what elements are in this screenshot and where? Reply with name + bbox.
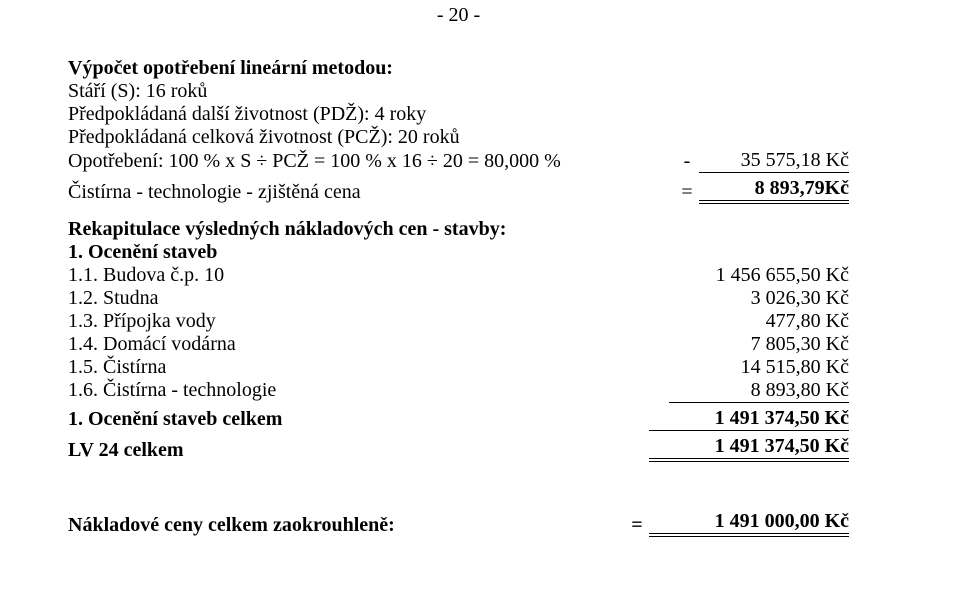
- cistirna-tech-line: Čistírna - technologie - zjištěná cena =…: [68, 177, 849, 204]
- wear-value: 35 575,18 Kč: [699, 149, 849, 173]
- cistirna-tech-value: 8 893,79Kč: [699, 177, 849, 204]
- item-label: 1.2. Studna: [68, 287, 669, 310]
- page-number: - 20 -: [68, 4, 849, 27]
- age-line: Stáří (S): 16 roků: [68, 80, 849, 103]
- item-label: 1.6. Čistírna - technologie: [68, 379, 669, 403]
- naklad-label: Nákladové ceny celkem zaokrouhleně:: [68, 514, 625, 537]
- item-amount: 7 805,30 Kč: [669, 333, 849, 356]
- oceneni-heading: 1. Ocenění staveb: [68, 241, 849, 264]
- item-label: 1.5. Čistírna: [68, 356, 669, 379]
- list-item: 1.4. Domácí vodárna 7 805,30 Kč: [68, 333, 849, 356]
- item-amount: 14 515,80 Kč: [669, 356, 849, 379]
- wear-text: Opotřebení: 100 % x S ÷ PCŽ = 100 % x 16…: [68, 150, 675, 173]
- list-item: 1.6. Čistírna - technologie 8 893,80 Kč: [68, 379, 849, 403]
- pdz-line: Předpokládaná další životnost (PDŽ): 4 r…: [68, 103, 849, 126]
- item-amount: 3 026,30 Kč: [669, 287, 849, 310]
- oceneni-total-line: 1. Ocenění staveb celkem 1 491 374,50 Kč: [68, 407, 849, 431]
- naklad-total-line: Nákladové ceny celkem zaokrouhleně: = 1 …: [68, 510, 849, 537]
- pcz-line: Předpokládaná celková životnost (PCŽ): 2…: [68, 126, 849, 149]
- lv-total-line: LV 24 celkem 1 491 374,50 Kč: [68, 435, 849, 462]
- document-page: - 20 - Výpočet opotřebení lineární metod…: [0, 0, 959, 613]
- lv-value: 1 491 374,50 Kč: [649, 435, 849, 462]
- wear-operator: -: [675, 150, 699, 173]
- list-item: 1.1. Budova č.p. 10 1 456 655,50 Kč: [68, 264, 849, 287]
- cistirna-tech-label: Čistírna - technologie - zjištěná cena: [68, 181, 675, 204]
- naklad-value: 1 491 000,00 Kč: [649, 510, 849, 537]
- item-amount: 1 456 655,50 Kč: [669, 264, 849, 287]
- rekap-heading: Rekapitulace výsledných nákladových cen …: [68, 218, 849, 241]
- cistirna-tech-right: = 8 893,79Kč: [675, 177, 849, 204]
- calc-heading: Výpočet opotřebení lineární metodou:: [68, 57, 849, 80]
- list-item: 1.5. Čistírna 14 515,80 Kč: [68, 356, 849, 379]
- equals-operator: =: [625, 514, 649, 537]
- item-amount: 477,80 Kč: [669, 310, 849, 333]
- oceneni-total-value: 1 491 374,50 Kč: [649, 407, 849, 431]
- lv-label: LV 24 celkem: [68, 439, 649, 462]
- item-label: 1.1. Budova č.p. 10: [68, 264, 669, 287]
- list-item: 1.3. Přípojka vody 477,80 Kč: [68, 310, 849, 333]
- oceneni-total-label: 1. Ocenění staveb celkem: [68, 408, 649, 431]
- item-label: 1.4. Domácí vodárna: [68, 333, 669, 356]
- wear-line: Opotřebení: 100 % x S ÷ PCŽ = 100 % x 16…: [68, 149, 849, 173]
- list-item: 1.2. Studna 3 026,30 Kč: [68, 287, 849, 310]
- wear-right: - 35 575,18 Kč: [675, 149, 849, 173]
- item-label: 1.3. Přípojka vody: [68, 310, 669, 333]
- equals-operator: =: [675, 181, 699, 204]
- item-amount: 8 893,80 Kč: [669, 379, 849, 403]
